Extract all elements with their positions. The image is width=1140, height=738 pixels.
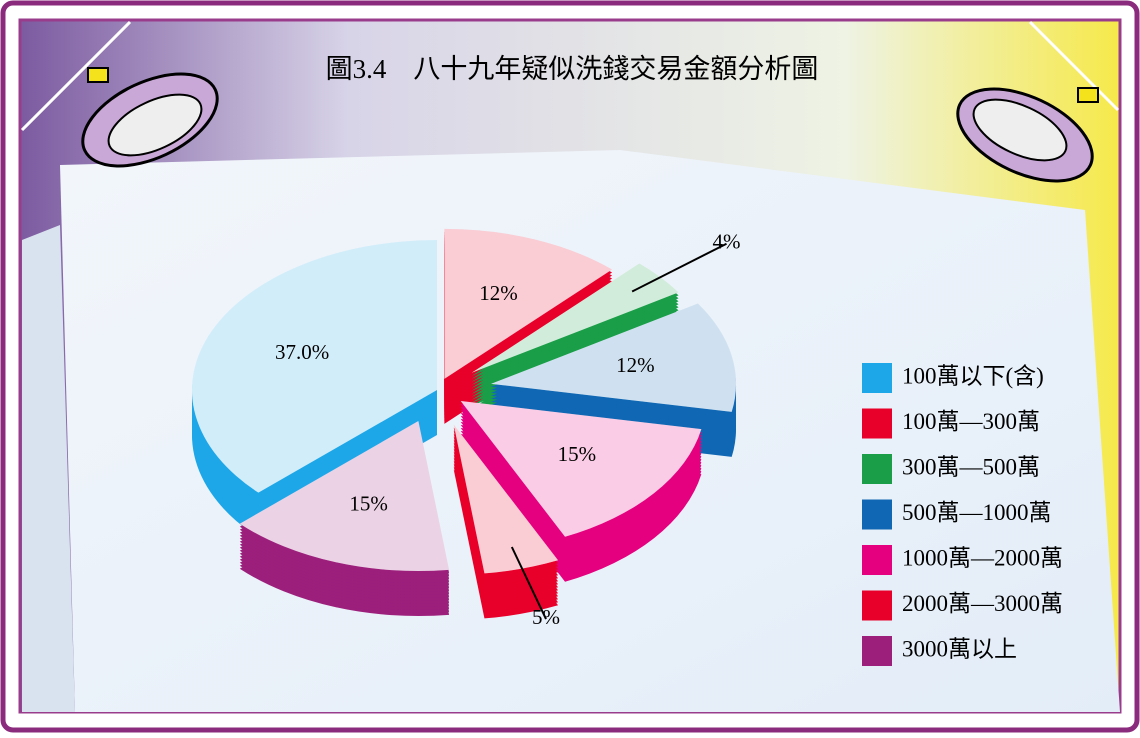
- legend-swatch: [862, 500, 892, 530]
- legend-swatch: [862, 409, 892, 439]
- legend-label: 100萬以下(含): [902, 363, 1044, 388]
- legend-swatch: [862, 454, 892, 484]
- data-label: 37.0%: [275, 340, 329, 364]
- legend-swatch: [862, 545, 892, 575]
- data-label: 15%: [558, 442, 597, 466]
- data-label: 12%: [616, 353, 655, 377]
- data-label: 4%: [713, 230, 741, 254]
- data-label: 12%: [479, 281, 518, 305]
- chart-title: 圖3.4 八十九年疑似洗錢交易金額分析圖: [326, 54, 819, 84]
- legend-label: 500萬—1000萬: [902, 500, 1052, 525]
- data-label: 5%: [532, 605, 560, 629]
- legend-swatch: [862, 591, 892, 621]
- legend-label: 100萬—300萬: [902, 409, 1040, 434]
- legend-label: 3000萬以上: [902, 636, 1017, 661]
- chart: 圖3.4 八十九年疑似洗錢交易金額分析圖 37.0% 12% 4% 12% 15% 5% 1…: [0, 0, 1140, 733]
- data-label: 15%: [349, 492, 388, 516]
- legend-label: 300萬—500萬: [902, 454, 1040, 479]
- legend-swatch: [862, 636, 892, 666]
- legend-label: 1000萬—2000萬: [902, 545, 1063, 570]
- legend-swatch: [862, 363, 892, 393]
- legend-label: 2000萬—3000萬: [902, 591, 1063, 616]
